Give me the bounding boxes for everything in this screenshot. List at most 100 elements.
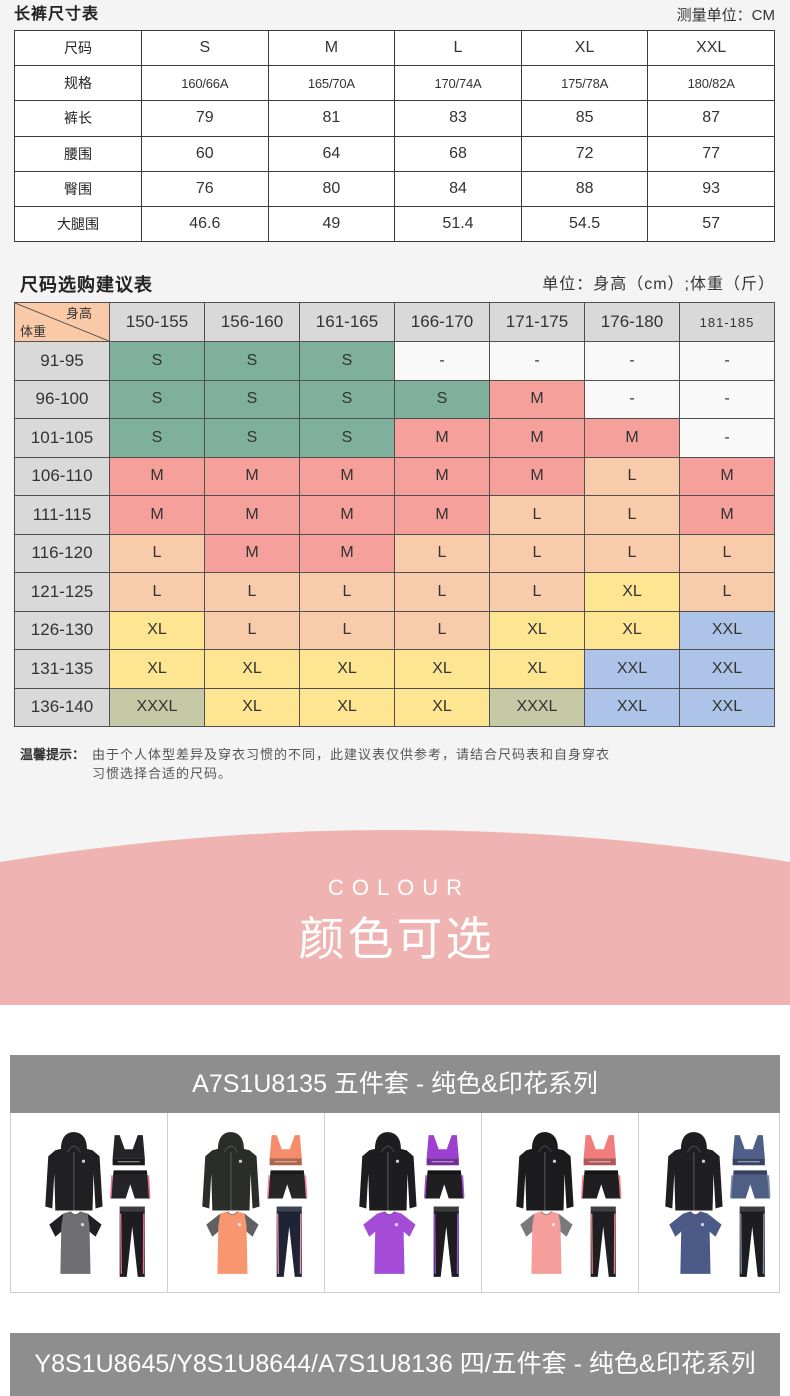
recommended-size-cell: M [490,457,584,495]
shorts-body [730,1170,770,1199]
jacket-hood [217,1132,244,1155]
product-set-title: A7S1U8135 五件套 - 纯色&印花系列 [10,1055,780,1113]
shorts-body [581,1170,621,1199]
recommended-size-cell: M [300,457,394,495]
recommended-size-cell: XXL [585,688,679,726]
colour-heading-zh: 颜色可选 [298,913,495,965]
diagonal-divider [15,303,109,341]
hood-opening [537,1145,552,1153]
recommended-size-cell: XL [205,650,299,688]
recommended-size-cell: L [680,534,774,572]
size-chart-value: 77 [648,136,774,171]
recommended-size-cell: S [205,380,299,418]
shorts-icon [581,1170,622,1199]
recommended-size-cell: L [205,573,299,611]
weight-range-label: 136-140 [15,688,109,726]
tee-right-sleeve [244,1213,259,1237]
tee-right-sleeve [401,1213,416,1237]
recommended-size-cell: XXL [680,688,774,726]
jacket-logo [552,1159,557,1163]
recommended-size-cell: S [205,342,299,380]
size-chart-value: 170/74A [395,66,521,101]
height-range-header: 181-185 [680,303,774,341]
jacket-logo [238,1159,243,1163]
bra-cups [112,1135,145,1159]
size-chart-value: 81 [268,101,395,136]
outfit-illustration [202,1132,308,1277]
sports-bra-icon [732,1135,765,1166]
height-axis-label: 身高 [65,306,92,321]
recommended-size-cell: M [205,534,299,572]
recommended-size-cell: - [490,342,584,380]
size-chart-value: 180/82A [648,66,774,101]
product-set-title: Y8S1U8645/Y8S1U8644/A7S1U8136 四/五件套 - 纯色… [10,1333,780,1396]
leggings-body [276,1206,302,1277]
shorts-stripe [110,1175,113,1198]
shorts-stripe [267,1175,270,1198]
shorts-waistband [427,1170,462,1175]
tee-collar [70,1211,81,1216]
shorts-icon [110,1170,151,1199]
recommended-size-cell: - [585,380,679,418]
recommended-size-cell: S [300,342,394,380]
leggings-icon [433,1206,459,1277]
size-chart-value: 83 [395,101,521,136]
recommended-size-cell: L [490,496,584,534]
weight-range-label: 101-105 [15,419,109,457]
leggings-icon [276,1206,302,1277]
weight-range-label: 126-130 [15,611,109,649]
recommended-size-cell: M [110,457,204,495]
leggings-waistband [590,1206,616,1212]
leggings-waistband [119,1206,145,1212]
leggings-icon [119,1206,145,1277]
pants-size-chart-table: 尺码 S M L XL XXL 规格 160/66A 165/70A 170/74A 175/78A… [14,30,775,242]
recommended-size-cell: L [585,496,679,534]
outfit-illustration [665,1132,771,1277]
recommended-size-cell: XL [490,611,584,649]
recommended-size-cell: S [110,419,204,457]
tee-logo [80,1223,85,1227]
jacket-logo [701,1159,706,1163]
shorts-stripe [581,1175,584,1198]
size-chart-value: 68 [395,136,521,171]
product-variant-image [11,1113,168,1292]
recommended-size-cell: S [300,380,394,418]
t-shirt-icon [669,1211,722,1274]
size-chart-value: 54.5 [521,206,648,241]
size-chart-value: 87 [648,101,774,136]
tee-logo [394,1223,399,1227]
weight-range-label: 121-125 [15,573,109,611]
size-chart-value: 80 [268,171,395,206]
recommended-size-cell: L [205,611,299,649]
tee-logo [237,1223,242,1227]
pants-size-chart-title: 长裤尺寸表 [14,6,100,23]
product-variant-image [639,1113,779,1292]
shorts-stripe [424,1175,427,1198]
recommended-size-cell: L [585,534,679,572]
shorts-stripe [304,1175,308,1198]
weight-range-label: 106-110 [15,457,109,495]
recommended-size-cell: L [395,611,489,649]
recommended-size-cell: S [205,419,299,457]
recommended-size-cell: M [205,457,299,495]
tee-collar [541,1211,552,1216]
recommended-size-cell: XXL [680,611,774,649]
size-chart-value: 165/70A [268,66,395,101]
size-chart-value: 160/66A [142,66,268,101]
tee-left-sleeve [520,1213,535,1237]
hood-opening [686,1145,701,1153]
t-shirt-icon [520,1211,573,1274]
size-chart-value: 49 [268,206,395,241]
leggings-stripe [740,1213,742,1274]
tee-left-sleeve [669,1213,684,1237]
tip-text-line: 由于个人体型差异及穿衣习惯的不同，此建议表仅供参考，请结合尺码表和自身穿衣 [92,747,611,762]
hood-opening [66,1145,81,1153]
recommended-size-cell: L [395,534,489,572]
bra-cups [426,1135,459,1159]
recommended-size-cell: S [110,342,204,380]
tee-left-sleeve [206,1213,221,1237]
jacket-hood [680,1132,707,1155]
recommended-size-cell: M [395,496,489,534]
height-range-header: 171-175 [490,303,584,341]
hoodie-jacket-icon [516,1132,574,1211]
